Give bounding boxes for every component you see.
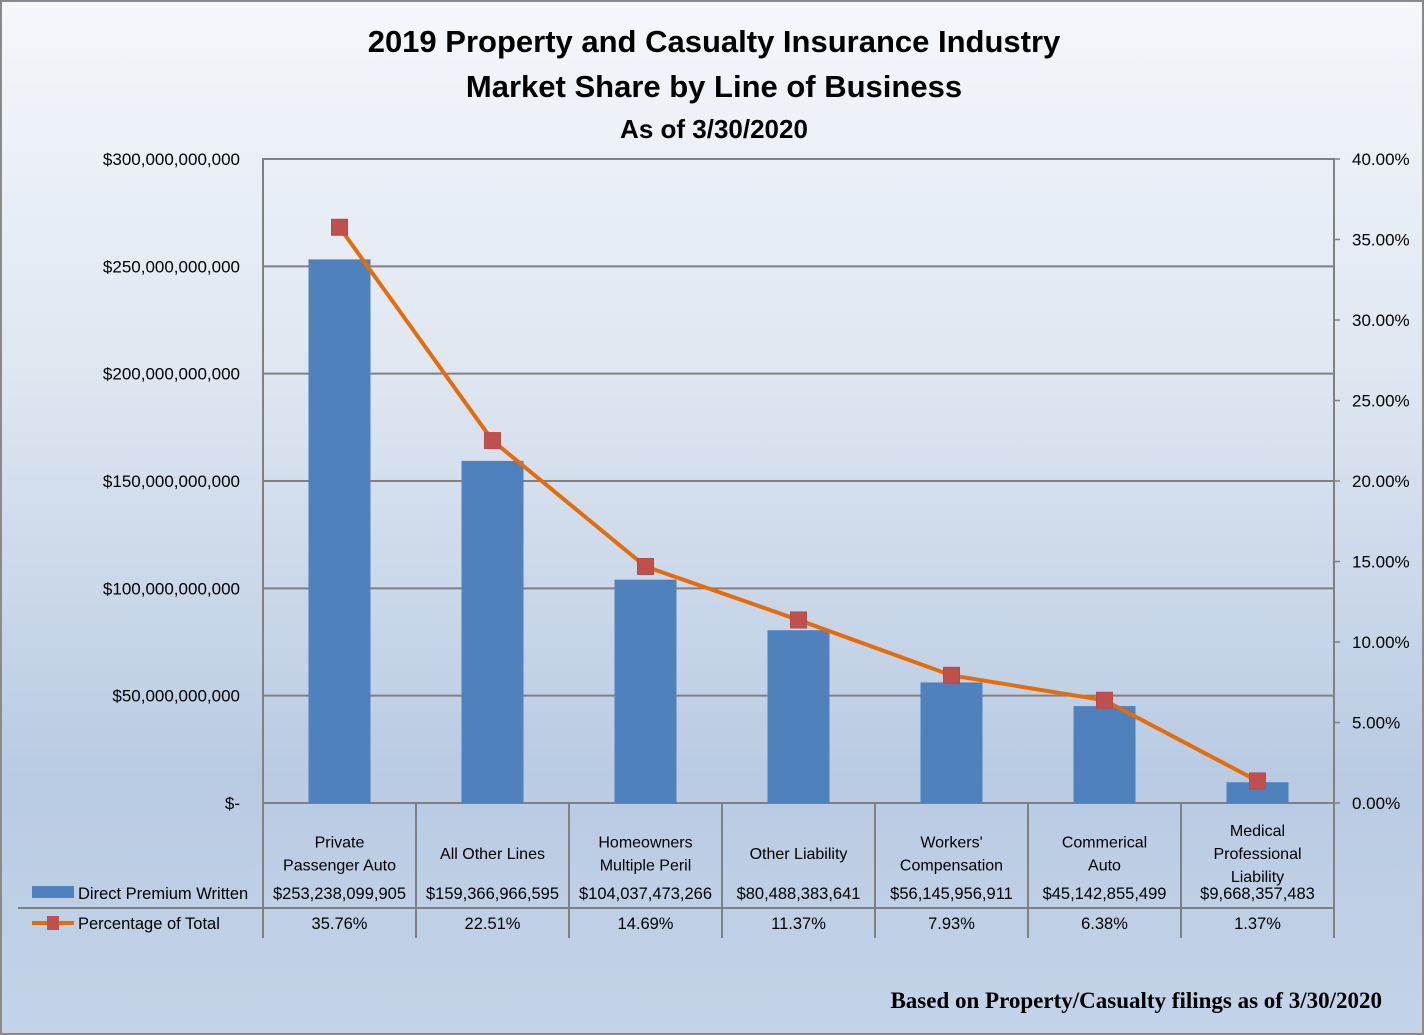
category-label: Other Liability bbox=[750, 846, 848, 863]
line-marker bbox=[943, 666, 960, 684]
right-axis-tick-label: 40.00% bbox=[1352, 150, 1410, 169]
right-axis-tick-label: 10.00% bbox=[1352, 633, 1410, 652]
category-label: Liability bbox=[1231, 869, 1284, 886]
category-label: Passenger Auto bbox=[283, 858, 396, 875]
table-cell-percentage: 1.37% bbox=[1234, 915, 1281, 933]
chart-subtitle: Market Share by Line of Business bbox=[465, 69, 963, 104]
chart-title: 2019 Property and Casualty Insurance Ind… bbox=[367, 24, 1061, 59]
category-label: Compensation bbox=[900, 858, 1003, 875]
line-marker bbox=[637, 557, 654, 575]
bar bbox=[1073, 706, 1136, 803]
right-axis-tick-label: 25.00% bbox=[1352, 392, 1410, 411]
category-label: Professional bbox=[1213, 846, 1301, 863]
table-cell-percentage: 7.93% bbox=[928, 915, 975, 933]
bar bbox=[1226, 782, 1289, 803]
table-cell-premium: $104,037,473,266 bbox=[579, 885, 712, 903]
table-cell-percentage: 22.51% bbox=[465, 915, 521, 933]
table-cell-premium: $9,668,357,483 bbox=[1200, 885, 1315, 903]
bar bbox=[308, 259, 371, 803]
left-axis-tick-label: $150,000,000,000 bbox=[103, 472, 240, 491]
left-axis-tick-label: $250,000,000,000 bbox=[103, 257, 240, 276]
bar bbox=[614, 579, 677, 803]
table-cell-percentage: 35.76% bbox=[312, 915, 368, 933]
right-axis-tick-label: 0.00% bbox=[1352, 794, 1400, 813]
table-cell-premium: $159,366,966,595 bbox=[426, 885, 559, 903]
line-marker bbox=[790, 611, 807, 629]
category-label: Private bbox=[315, 835, 365, 852]
left-axis-tick-label: $50,000,000,000 bbox=[112, 687, 240, 706]
table-cell-premium: $45,142,855,499 bbox=[1043, 885, 1167, 903]
category-label: Multiple Peril bbox=[600, 858, 692, 875]
category-label: Commerical bbox=[1062, 835, 1147, 852]
table-cell-percentage: 14.69% bbox=[618, 915, 674, 933]
right-axis-tick-label: 5.00% bbox=[1352, 714, 1400, 733]
table-cell-premium: $56,145,956,911 bbox=[890, 885, 1013, 903]
right-axis-tick-label: 15.00% bbox=[1352, 553, 1410, 572]
left-axis-tick-label: $100,000,000,000 bbox=[103, 579, 240, 598]
line-marker bbox=[331, 218, 348, 236]
category-label: Auto bbox=[1088, 858, 1121, 875]
bar bbox=[461, 460, 524, 803]
legend-label-bars: Direct Premium Written bbox=[78, 885, 248, 903]
table-cell-percentage: 6.38% bbox=[1081, 915, 1128, 933]
left-axis-tick-label: $200,000,000,000 bbox=[103, 365, 240, 384]
category-label: All Other Lines bbox=[440, 846, 545, 863]
right-axis-tick-label: 35.00% bbox=[1352, 231, 1410, 250]
line-marker bbox=[1249, 772, 1266, 790]
chart-date: As of 3/30/2020 bbox=[620, 114, 808, 144]
line-marker bbox=[484, 432, 501, 450]
table-cell-percentage: 11.37% bbox=[771, 915, 826, 933]
chart-footer: Based on Property/Casualty filings as of… bbox=[890, 988, 1382, 1013]
bar bbox=[920, 682, 983, 803]
table-cell-premium: $253,238,099,905 bbox=[273, 885, 406, 903]
right-axis-tick-label: 30.00% bbox=[1352, 311, 1410, 330]
legend-key-bar bbox=[32, 886, 74, 898]
left-axis-tick-label: $300,000,000,000 bbox=[103, 150, 240, 169]
legend-label-line: Percentage of Total bbox=[78, 915, 220, 933]
category-label: Medical bbox=[1230, 823, 1285, 840]
left-axis-tick-label: $- bbox=[225, 794, 240, 813]
bar bbox=[767, 630, 830, 803]
legend-key-marker bbox=[47, 916, 59, 930]
category-label: Workers' bbox=[920, 835, 982, 852]
table-cell-premium: $80,488,383,641 bbox=[737, 885, 861, 903]
right-axis-tick-label: 20.00% bbox=[1352, 472, 1410, 491]
line-marker bbox=[1096, 691, 1113, 709]
category-label: Homeowners bbox=[598, 835, 692, 852]
